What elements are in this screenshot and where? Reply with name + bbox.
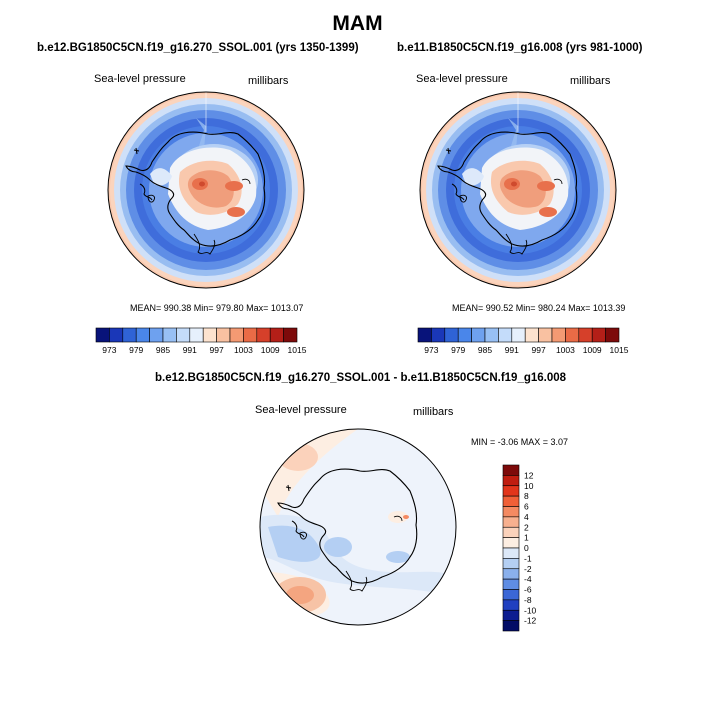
panel-2-colorbar-tick-label: 991 bbox=[505, 345, 519, 355]
diff-colorbar-swatch-1 bbox=[502, 475, 520, 487]
panel-1-colorbar-swatch-6 bbox=[176, 327, 191, 343]
diff-colorbar-swatch-11 bbox=[502, 578, 520, 590]
panel-1-colorbar-swatch-4 bbox=[149, 327, 164, 343]
panel-2-colorbar-swatch-5 bbox=[484, 327, 499, 343]
panel-1-colorbar-swatch-2 bbox=[122, 327, 137, 343]
panel-2-colorbar: 973 979 985 991 997 1003 1009 1015 bbox=[417, 327, 629, 355]
diff-colorbar-tick-label: -8 bbox=[524, 595, 532, 605]
diff-colorbar-swatch-14 bbox=[502, 609, 520, 621]
diff-colorbar-swatch-4 bbox=[502, 506, 520, 518]
diff-case-title: b.e12.BG1850C5CN.f19_g16.270_SSOL.001 - … bbox=[155, 372, 567, 384]
diff-colorbar-tick-label: 12 bbox=[524, 470, 534, 480]
panel-1-case-title: b.e12.BG1850C5CN.f19_g16.270_SSOL.001 (y… bbox=[37, 42, 359, 54]
panel-1-units-label: millibars bbox=[248, 75, 289, 87]
diff-colorbar-tick-label: -12 bbox=[524, 616, 537, 626]
panel-2-colorbar-swatch-12 bbox=[578, 327, 593, 343]
diff-colorbar-swatch-2 bbox=[502, 485, 520, 497]
panel-2-colorbar-swatch-0 bbox=[417, 327, 432, 343]
panel-2-colorbar-swatch-7 bbox=[511, 327, 526, 343]
panel-2-stats: MEAN= 990.52 Min= 980.24 Max= 1013.39 bbox=[452, 303, 626, 313]
panel-1-colorbar-swatch-14 bbox=[283, 327, 298, 343]
diff-variable-label: Sea-level pressure bbox=[255, 404, 347, 416]
panel-2-map bbox=[419, 91, 617, 289]
diff-map bbox=[259, 428, 457, 626]
panel-1-colorbar-tick-label: 973 bbox=[102, 345, 116, 355]
diff-colorbar-tick-label: -10 bbox=[524, 605, 537, 615]
panel-2-colorbar-tick-label: 1003 bbox=[556, 345, 575, 355]
panel-1-colorbar-tick-label: 979 bbox=[129, 345, 143, 355]
diff-colorbar-swatch-13 bbox=[502, 599, 520, 611]
panel-1-colorbar-swatch-0 bbox=[95, 327, 110, 343]
diff-colorbar-swatch-10 bbox=[502, 568, 520, 580]
panel-2-colorbar-tick-label: 973 bbox=[424, 345, 438, 355]
panel-2-colorbar-tick-label: 1009 bbox=[583, 345, 602, 355]
diff-colorbar-tick-label: -6 bbox=[524, 585, 532, 595]
panel-2-colorbar-swatch-11 bbox=[565, 327, 580, 343]
panel-1-variable-label: Sea-level pressure bbox=[94, 73, 186, 85]
panel-1-colorbar-tick-label: 1003 bbox=[234, 345, 253, 355]
panel-1-colorbar-tick-label: 1009 bbox=[261, 345, 280, 355]
panel-1-colorbar-tick-label: 985 bbox=[156, 345, 170, 355]
panel-2-case-title: b.e11.B1850C5CN.f19_g16.008 (yrs 981-100… bbox=[397, 42, 643, 54]
panel-2-colorbar-swatch-9 bbox=[538, 327, 553, 343]
panel-1-colorbar-swatch-12 bbox=[256, 327, 271, 343]
panel-1-map bbox=[107, 91, 305, 289]
panel-2-colorbar-tick-label: 985 bbox=[478, 345, 492, 355]
diff-colorbar-swatch-12 bbox=[502, 589, 520, 601]
panel-1-colorbar: 973 979 985 991 997 1003 1009 1015 bbox=[95, 327, 307, 355]
diff-units-label: millibars bbox=[413, 406, 454, 418]
diff-colorbar-tick-label: 8 bbox=[524, 491, 529, 501]
panel-1-colorbar-swatch-3 bbox=[135, 327, 150, 343]
panel-2-colorbar-tick-label: 997 bbox=[532, 345, 546, 355]
panel-2-units-label: millibars bbox=[570, 75, 611, 87]
panel-2-colorbar-swatch-1 bbox=[431, 327, 446, 343]
diff-stats: MIN = -3.06 MAX = 3.07 bbox=[471, 437, 569, 447]
panel-1-colorbar-tick-label: 1015 bbox=[288, 345, 307, 355]
diff-colorbar-tick-label: 4 bbox=[524, 512, 529, 522]
panel-2-colorbar-tick-label: 979 bbox=[451, 345, 465, 355]
diff-colorbar-tick-label: -1 bbox=[524, 553, 532, 563]
panel-1-colorbar-swatch-10 bbox=[229, 327, 244, 343]
diff-colorbar-swatch-5 bbox=[502, 516, 520, 528]
panel-2-colorbar-swatch-2 bbox=[444, 327, 459, 343]
diff-colorbar-tick-label: 10 bbox=[524, 481, 534, 491]
panel-2-colorbar-swatch-13 bbox=[591, 327, 606, 343]
diff-colorbar-swatch-0 bbox=[502, 464, 520, 476]
panel-2-colorbar-swatch-3 bbox=[457, 327, 472, 343]
panel-2-colorbar-swatch-6 bbox=[498, 327, 513, 343]
panel-1-colorbar-swatch-8 bbox=[202, 327, 217, 343]
diff-colorbar-tick-label: 1 bbox=[524, 533, 529, 543]
panel-2-colorbar-swatch-14 bbox=[605, 327, 620, 343]
diff-colorbar-tick-label: -4 bbox=[524, 574, 532, 584]
diff-colorbar-swatch-9 bbox=[502, 558, 520, 570]
diff-colorbar-swatch-3 bbox=[502, 495, 520, 507]
panel-1-colorbar-swatch-13 bbox=[269, 327, 284, 343]
diff-colorbar-tick-label: -2 bbox=[524, 564, 532, 574]
panel-1-colorbar-swatch-9 bbox=[216, 327, 231, 343]
panel-1-colorbar-tick-label: 997 bbox=[210, 345, 224, 355]
panel-1-colorbar-swatch-7 bbox=[189, 327, 204, 343]
diff-colorbar-swatch-6 bbox=[502, 526, 520, 538]
page-title: MAM bbox=[332, 12, 383, 35]
panel-2-colorbar-swatch-10 bbox=[551, 327, 566, 343]
diff-colorbar-swatch-7 bbox=[502, 537, 520, 549]
panel-2-variable-label: Sea-level pressure bbox=[416, 73, 508, 85]
diff-colorbar-swatch-15 bbox=[502, 620, 520, 632]
diff-colorbar-tick-label: 2 bbox=[524, 522, 529, 532]
panel-2-colorbar-swatch-4 bbox=[471, 327, 486, 343]
panel-2-colorbar-swatch-8 bbox=[524, 327, 539, 343]
panel-1-colorbar-swatch-1 bbox=[109, 327, 124, 343]
diff-colorbar-tick-label: 0 bbox=[524, 543, 529, 553]
panel-2-colorbar-tick-label: 1015 bbox=[610, 345, 629, 355]
panel-1-colorbar-swatch-5 bbox=[162, 327, 177, 343]
panel-1-stats: MEAN= 990.38 Min= 979.80 Max= 1013.07 bbox=[130, 303, 304, 313]
panel-1-colorbar-tick-label: 991 bbox=[183, 345, 197, 355]
diff-colorbar-tick-label: 6 bbox=[524, 502, 529, 512]
diff-colorbar-swatch-8 bbox=[502, 547, 520, 559]
panel-1-colorbar-swatch-11 bbox=[243, 327, 258, 343]
